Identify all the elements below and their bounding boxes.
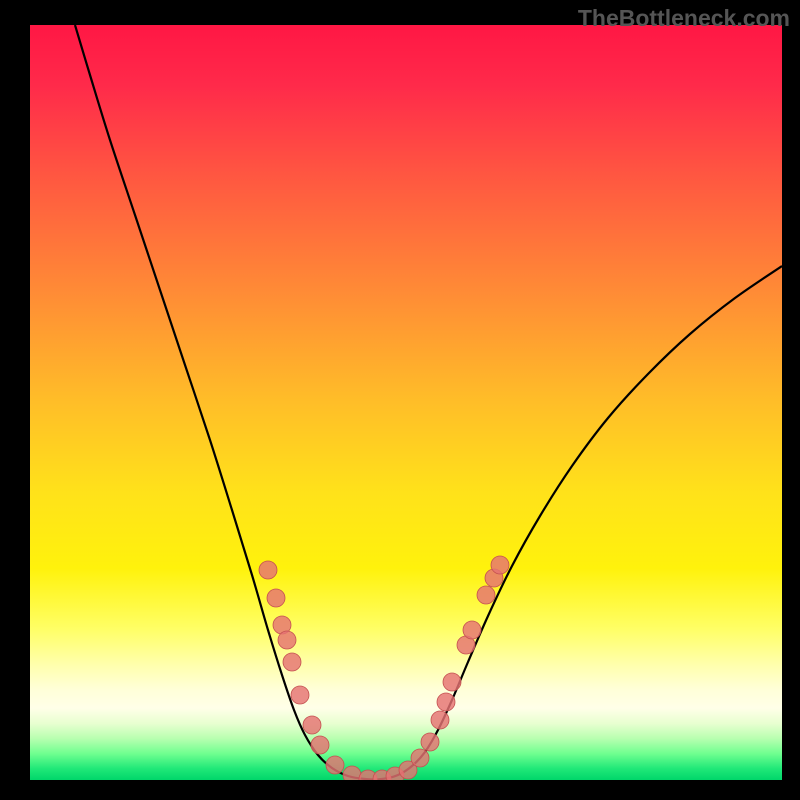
data-marker — [411, 749, 429, 767]
data-marker — [267, 589, 285, 607]
watermark-text: TheBottleneck.com — [578, 5, 790, 32]
data-marker — [431, 711, 449, 729]
data-marker — [326, 756, 344, 774]
data-marker — [278, 631, 296, 649]
data-marker — [491, 556, 509, 574]
chart-svg — [0, 0, 800, 800]
data-marker — [421, 733, 439, 751]
data-marker — [291, 686, 309, 704]
data-marker — [443, 673, 461, 691]
data-marker — [437, 693, 455, 711]
data-marker — [477, 586, 495, 604]
bottleneck-chart: TheBottleneck.com — [0, 0, 800, 800]
data-marker — [311, 736, 329, 754]
data-marker — [303, 716, 321, 734]
chart-gradient-background — [30, 25, 782, 780]
data-marker — [283, 653, 301, 671]
data-marker — [259, 561, 277, 579]
data-marker — [463, 621, 481, 639]
